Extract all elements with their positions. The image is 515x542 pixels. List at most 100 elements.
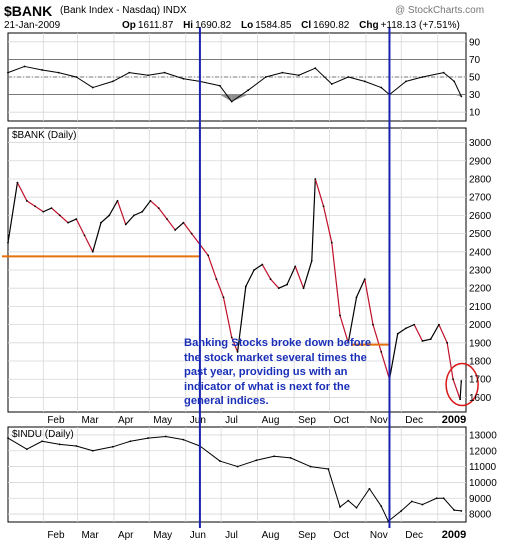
y-tick-label: 50 bbox=[469, 73, 481, 84]
data-point bbox=[58, 214, 61, 217]
series-segment bbox=[380, 351, 391, 380]
series-segment bbox=[261, 264, 272, 280]
series-segment bbox=[331, 242, 341, 316]
series-segment bbox=[452, 379, 461, 400]
data-point bbox=[128, 71, 131, 74]
data-point bbox=[16, 181, 19, 184]
series-segment bbox=[207, 255, 217, 280]
series-segment bbox=[347, 500, 357, 509]
series-segment bbox=[191, 233, 201, 245]
data-point bbox=[7, 437, 9, 439]
data-point bbox=[91, 250, 94, 253]
data-point bbox=[347, 499, 350, 502]
data-point bbox=[453, 509, 456, 512]
data-point bbox=[182, 438, 185, 441]
data-point bbox=[182, 221, 185, 224]
series-segment bbox=[183, 439, 201, 447]
y-tick-label: 2400 bbox=[469, 247, 492, 258]
x-tick-label: Mar bbox=[81, 530, 99, 541]
index-name: (Bank Index - Nasdaq) INDX bbox=[60, 5, 187, 16]
data-point bbox=[247, 89, 250, 92]
series-segment bbox=[270, 278, 280, 289]
data-point bbox=[111, 80, 114, 83]
data-point bbox=[91, 86, 94, 89]
x-tick-label: Dec bbox=[405, 415, 423, 426]
series-segment bbox=[219, 85, 233, 102]
series-segment bbox=[26, 200, 36, 207]
data-point bbox=[23, 65, 26, 68]
data-point bbox=[253, 269, 255, 271]
series-segment bbox=[7, 182, 19, 243]
y-tick-label: 2300 bbox=[469, 266, 492, 277]
y-tick-label: 2600 bbox=[469, 211, 492, 222]
series-segment bbox=[231, 337, 239, 353]
data-point bbox=[435, 497, 438, 500]
y-tick-label: 9000 bbox=[469, 494, 492, 505]
data-point bbox=[244, 285, 247, 288]
oversold-fill bbox=[454, 94, 462, 97]
data-point bbox=[330, 83, 333, 85]
series-segment bbox=[42, 69, 59, 74]
data-point bbox=[230, 100, 233, 103]
series-segment bbox=[327, 468, 341, 508]
data-point bbox=[396, 332, 399, 335]
y-tick-label: 3000 bbox=[469, 138, 492, 149]
series-segment bbox=[34, 205, 44, 213]
y-tick-label: 30 bbox=[469, 90, 481, 101]
series-segment bbox=[76, 76, 94, 88]
series-segment bbox=[92, 80, 113, 89]
data-point bbox=[261, 263, 264, 266]
data-point bbox=[75, 76, 78, 78]
series-segment bbox=[438, 324, 448, 344]
close-label: Cl bbox=[301, 20, 312, 31]
x-tick-label: Jul bbox=[225, 415, 238, 426]
series-segment bbox=[164, 72, 184, 80]
high-value: 1690.82 bbox=[195, 20, 232, 31]
series-segment bbox=[302, 260, 313, 289]
data-point bbox=[355, 506, 358, 509]
series-segment bbox=[453, 81, 462, 97]
y-tick-label: 10000 bbox=[469, 478, 497, 489]
data-point bbox=[75, 218, 78, 220]
series-segment bbox=[294, 266, 305, 289]
series-segment bbox=[369, 488, 382, 507]
data-point bbox=[75, 445, 78, 447]
x-tick-label: Aug bbox=[262, 415, 280, 426]
x-tick-label: 2009 bbox=[442, 529, 466, 541]
data-point bbox=[111, 445, 114, 448]
data-point bbox=[421, 503, 424, 506]
annotation-text: Banking Stocks broke down before the sto… bbox=[184, 337, 372, 408]
data-point bbox=[442, 71, 445, 74]
data-point bbox=[129, 440, 132, 443]
data-point bbox=[347, 76, 350, 78]
series-segment bbox=[141, 200, 151, 213]
close-value: 1690.82 bbox=[313, 20, 350, 31]
data-point bbox=[410, 500, 413, 503]
data-point bbox=[421, 76, 424, 78]
series-segment bbox=[443, 497, 455, 511]
series-segment bbox=[76, 445, 93, 452]
panel-2 bbox=[7, 426, 467, 523]
x-tick-label: Sep bbox=[298, 530, 316, 541]
y-tick-label: 2500 bbox=[469, 229, 492, 240]
breakdown-circle bbox=[445, 362, 479, 407]
y-tick-label: 12000 bbox=[469, 446, 497, 457]
data-point bbox=[207, 254, 210, 257]
data-point bbox=[452, 378, 454, 381]
watermark: @ StockCharts.com bbox=[395, 5, 485, 16]
series-segment bbox=[348, 76, 365, 82]
series-segment bbox=[405, 76, 423, 82]
series-segment bbox=[405, 324, 415, 329]
series-segment bbox=[158, 207, 168, 220]
data-point bbox=[108, 214, 111, 217]
series-segment bbox=[26, 440, 43, 450]
data-point bbox=[100, 221, 102, 224]
series-segment bbox=[16, 182, 28, 202]
data-point bbox=[236, 351, 239, 353]
data-point bbox=[255, 459, 258, 462]
series-segment bbox=[237, 459, 257, 468]
low-label: Lo bbox=[241, 20, 254, 31]
y-tick-label: 11000 bbox=[469, 462, 497, 473]
data-point bbox=[400, 510, 403, 512]
data-point bbox=[182, 77, 185, 80]
